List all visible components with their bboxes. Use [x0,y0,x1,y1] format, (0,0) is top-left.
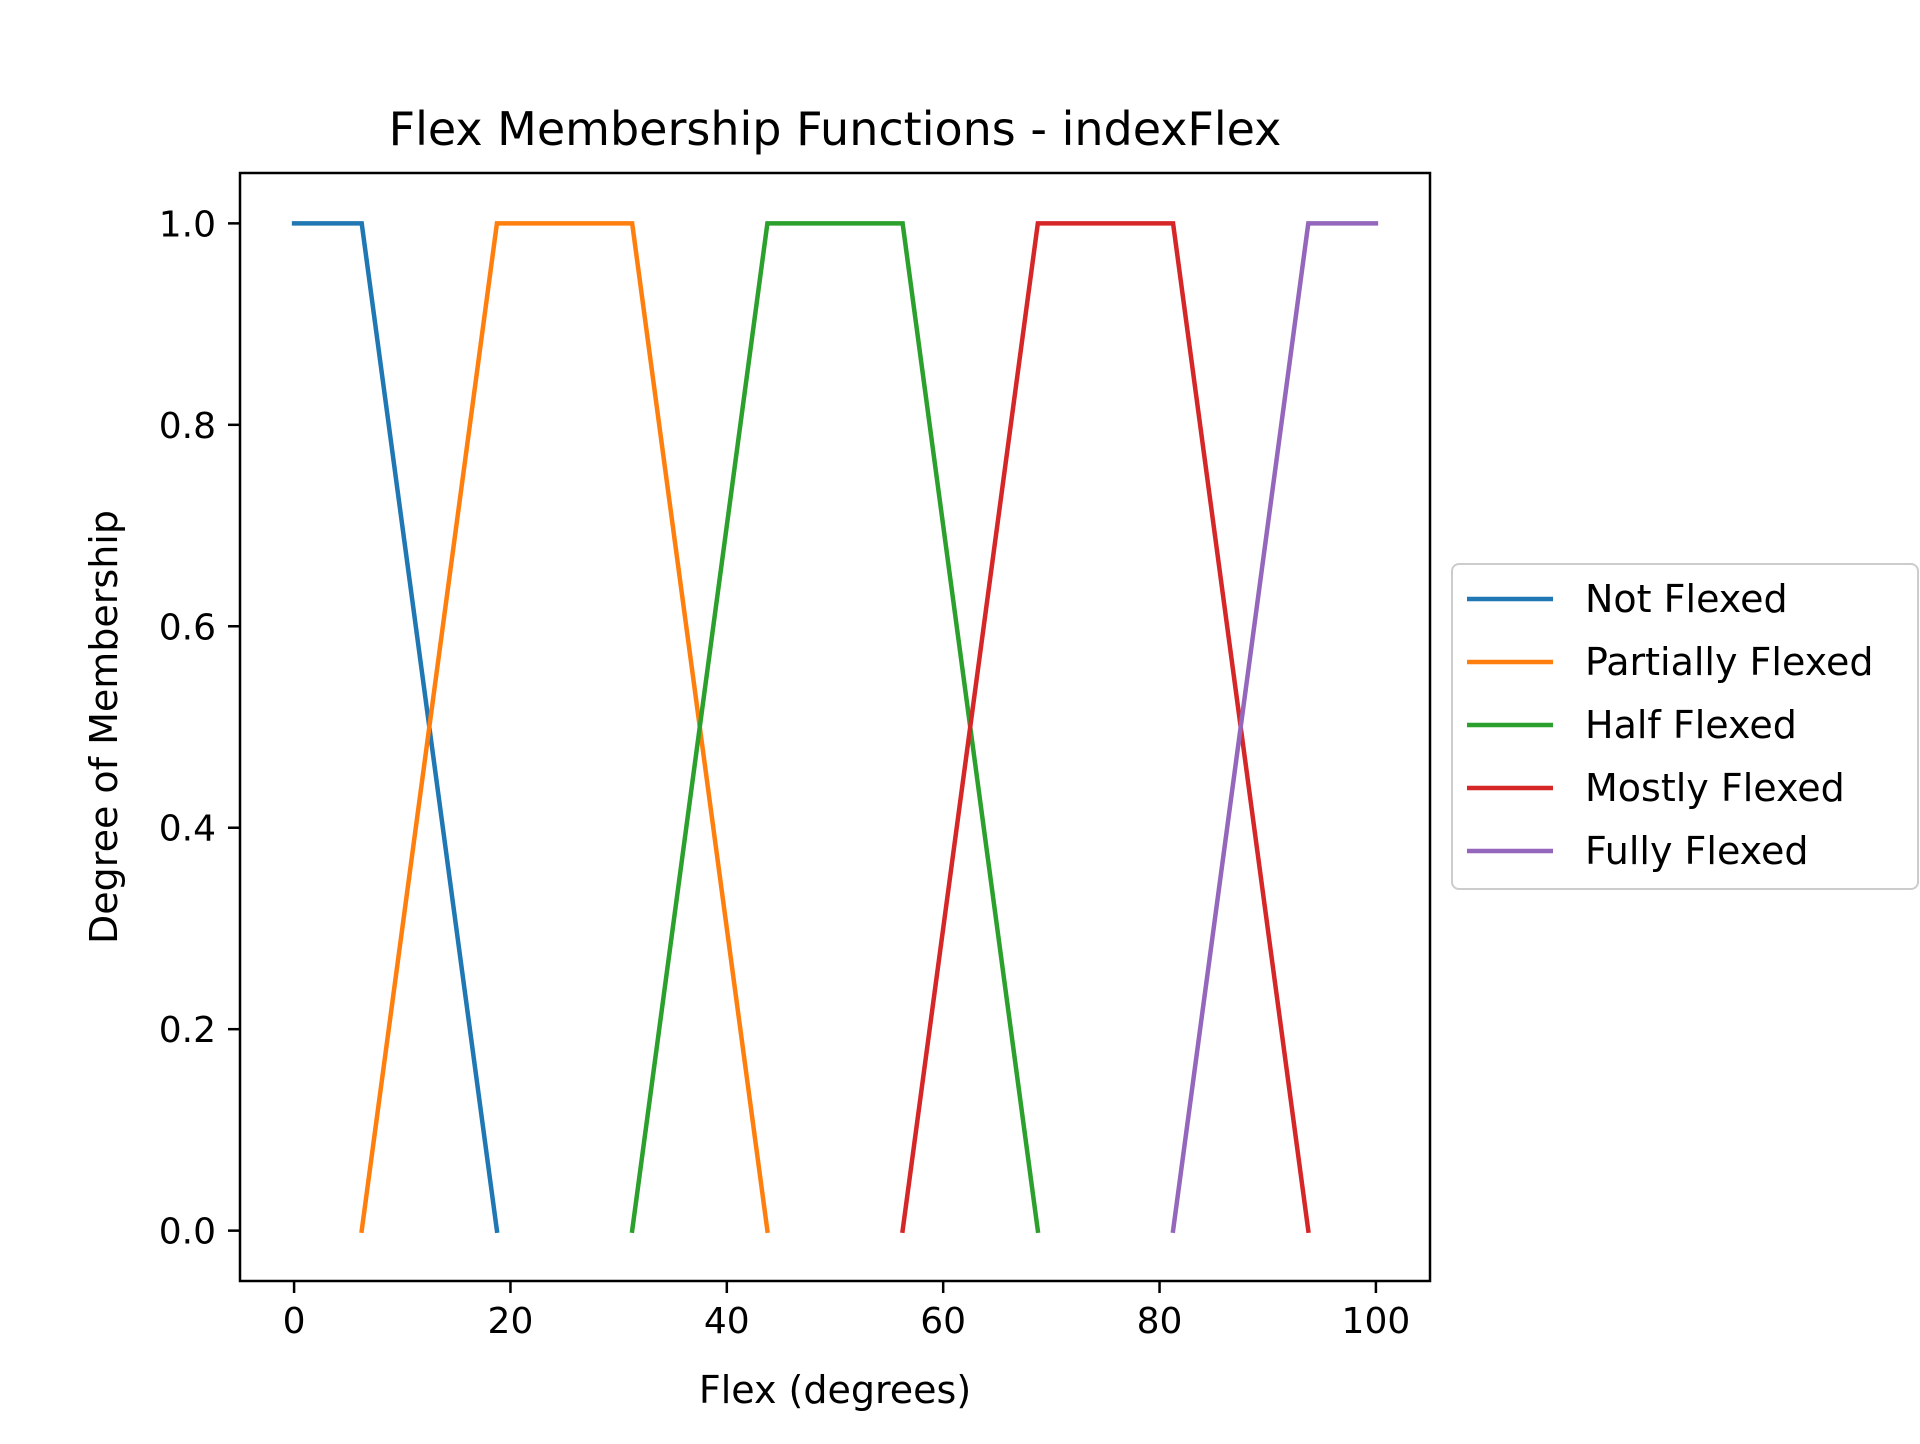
legend-items: Not Flexed Partially Flexed Half Flexed Mos… [1467,577,1874,873]
plot-frame [238,171,1432,1283]
series-line-3 [900,221,1311,1234]
y-tick-label: 0.6 [159,607,216,648]
legend-label-4: Fully Flexed [1585,829,1809,873]
x-axis-label: Flex (degrees) [699,1368,971,1412]
y-axis-label: Degree of Membership [82,510,126,944]
x-axis: 0 20 40 60 80 100 [283,1281,1411,1342]
legend-label-1: Partially Flexed [1585,640,1874,684]
chart-title: Flex Membership Functions - indexFlex [389,102,1282,156]
legend: Not Flexed Partially Flexed Half Flexed Mos… [1451,563,1919,890]
y-tick-label: 0.4 [159,809,216,850]
legend-label-0: Not Flexed [1585,577,1788,621]
series-layer [291,221,1379,1234]
legend-label-3: Mostly Flexed [1585,766,1845,810]
series-line-1 [359,221,770,1234]
x-tick-label: 60 [920,1301,966,1342]
x-tick-label: 80 [1137,1301,1183,1342]
y-tick-label: 0.0 [159,1212,216,1253]
series-line-4 [1170,221,1379,1234]
x-tick-label: 100 [1342,1301,1411,1342]
series-line-0 [291,221,500,1234]
y-axis: 0.0 0.2 0.4 0.6 0.8 1.0 [159,204,240,1253]
legend-label-2: Half Flexed [1585,703,1797,747]
y-tick-label: 1.0 [159,204,216,245]
y-tick-label: 0.2 [159,1010,216,1051]
x-tick-label: 0 [283,1301,306,1342]
y-tick-label: 0.8 [159,406,216,447]
x-tick-label: 40 [704,1301,750,1342]
legend-box [1451,563,1919,890]
x-tick-label: 20 [488,1301,534,1342]
series-line-2 [629,221,1041,1234]
